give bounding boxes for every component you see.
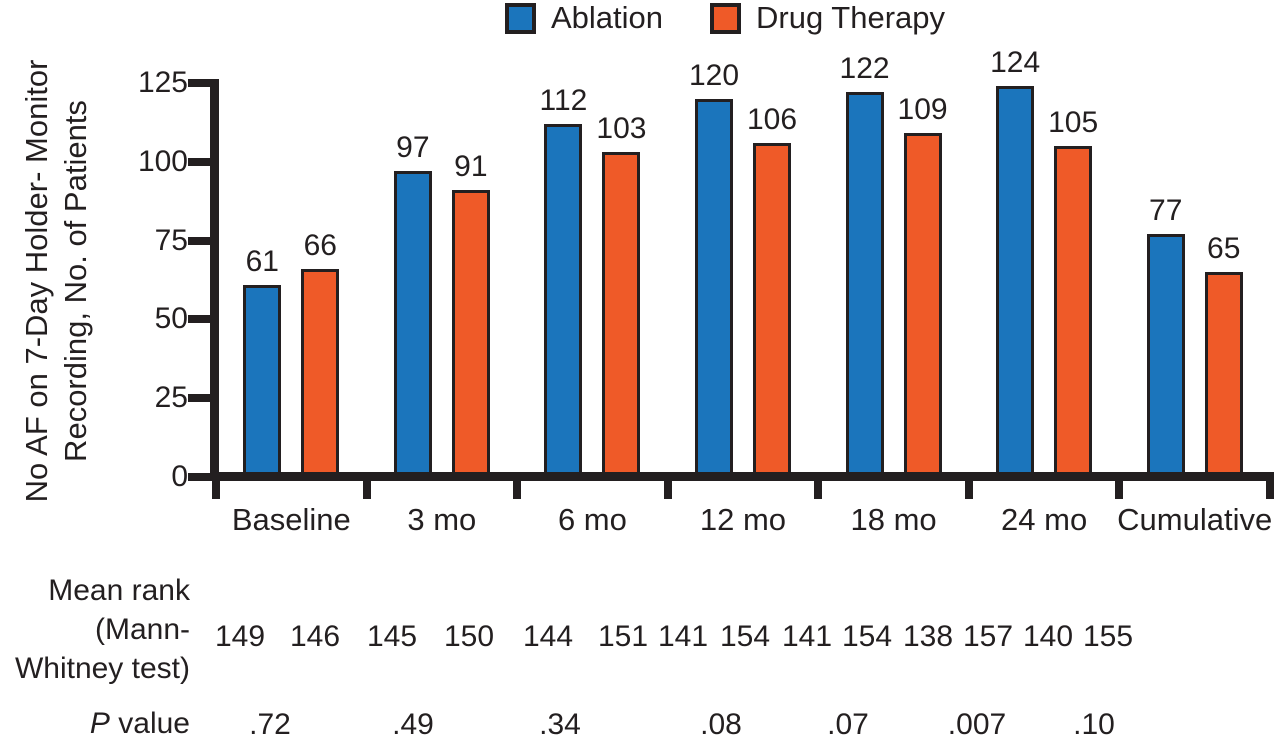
legend-item-drug-therapy: Drug Therapy [710, 0, 945, 36]
mean-rank-ablation-6-mo: 144 [522, 620, 574, 653]
x-boundary-tick-4 [814, 481, 823, 499]
bar-value-label-ablation-cumulative: 77 [1149, 194, 1183, 228]
y-tick-75 [188, 236, 212, 245]
bar-value-label-drug-therapy-24-mo: 105 [1048, 106, 1099, 140]
p-value-cumulative: .10 [1073, 708, 1115, 738]
bar-ablation-12-mo [694, 98, 733, 481]
bar-drug-therapy-18-mo [903, 133, 942, 481]
bar-value-label-ablation-12-mo: 120 [688, 58, 740, 92]
p-value-label-italic-p: P [89, 707, 110, 738]
y-tick-125 [188, 79, 212, 87]
x-boundary-tick-1 [362, 481, 371, 499]
legend-swatch-ablation [505, 2, 536, 34]
bar-ablation-18-mo [845, 92, 884, 481]
y-tick-label-100: 100 [137, 144, 188, 178]
mean-rank-drug-therapy-3-mo: 150 [443, 620, 495, 653]
y-axis-title: No AF on 7-Day Holder- Monitor Recording… [17, 0, 95, 581]
mean-rank-drug-therapy-24-mo: 157 [962, 620, 1014, 653]
mean-rank-ablation-cumulative: 140 [1022, 620, 1074, 653]
bar-value-label-drug-therapy-6-mo: 103 [596, 112, 647, 146]
p-value-12-mo: .08 [700, 708, 742, 738]
mean-rank-label-line2: (Mann- [94, 613, 190, 646]
x-category-label-6-mo: 6 mo [557, 502, 627, 537]
y-tick-label-75: 75 [154, 223, 188, 257]
mean-rank-label-line1: Mean rank [48, 574, 190, 607]
bar-value-label-ablation-6-mo: 112 [539, 83, 588, 117]
p-value-24-mo: .007 [947, 708, 1007, 738]
mean-rank-ablation-18-mo: 141 [781, 620, 833, 653]
legend-item-ablation: Ablation [505, 0, 663, 36]
bar-drug-therapy-24-mo [1054, 146, 1093, 481]
mean-rank-label-line3: Whitney test) [14, 652, 190, 685]
p-value-3-mo: .49 [392, 708, 434, 738]
p-value-6-mo: .34 [539, 708, 581, 738]
bar-ablation-6-mo [544, 123, 583, 481]
mean-rank-drug-therapy-baseline: 146 [289, 620, 341, 653]
bar-value-label-ablation-baseline: 61 [245, 244, 279, 278]
y-axis-line [210, 79, 219, 481]
p-value-row-label: P value [0, 707, 190, 738]
x-boundary-tick-5 [964, 481, 973, 499]
bar-drug-therapy-cumulative [1204, 272, 1243, 481]
bar-value-label-ablation-18-mo: 122 [839, 52, 890, 86]
mean-rank-ablation-24-mo: 138 [902, 620, 954, 653]
x-boundary-tick-3 [663, 481, 672, 499]
y-tick-label-0: 0 [171, 460, 188, 493]
x-boundary-tick-0 [212, 481, 220, 499]
y-tick-25 [188, 394, 212, 403]
y-axis-title-line1: No AF on 7-Day Holder- Monitor [19, 59, 54, 503]
mean-rank-drug-therapy-6-mo: 151 [597, 620, 649, 653]
bar-ablation-cumulative [1146, 234, 1185, 481]
chart-legend: Ablation Drug Therapy [505, 0, 945, 36]
bar-drug-therapy-12-mo [752, 142, 791, 481]
y-tick-label-125: 125 [137, 66, 188, 99]
x-category-label-3-mo: 3 mo [407, 502, 477, 537]
bar-value-label-drug-therapy-12-mo: 106 [746, 102, 798, 136]
mean-rank-drug-therapy-cumulative: 155 [1082, 620, 1134, 653]
mean-rank-ablation-12-mo: 141 [657, 620, 709, 653]
x-boundary-tick-7 [1265, 481, 1274, 499]
mean-rank-ablation-3-mo: 145 [366, 620, 418, 653]
bar-drug-therapy-baseline [301, 268, 340, 481]
bar-ablation-3-mo [393, 171, 432, 481]
bar-value-label-drug-therapy-baseline: 66 [303, 228, 337, 262]
mean-rank-row-label: Mean rank (Mann- Whitney test) [0, 571, 190, 688]
mean-rank-drug-therapy-18-mo: 154 [841, 620, 893, 653]
legend-swatch-drug-therapy [710, 2, 742, 34]
bar-ablation-baseline [243, 284, 282, 481]
bar-value-label-drug-therapy-18-mo: 109 [897, 93, 948, 127]
bar-value-label-ablation-3-mo: 97 [396, 131, 430, 165]
p-value-label-rest: value [109, 707, 190, 738]
bar-value-label-drug-therapy-cumulative: 65 [1207, 232, 1241, 266]
y-tick-0 [188, 473, 212, 481]
y-tick-50 [188, 315, 212, 324]
mean-rank-drug-therapy-12-mo: 154 [719, 620, 771, 653]
bar-value-label-ablation-24-mo: 124 [990, 46, 1041, 80]
x-boundary-tick-6 [1115, 481, 1124, 499]
p-value-18-mo: .07 [827, 708, 869, 738]
x-category-label-12-mo: 12 mo [699, 502, 787, 537]
bar-drug-therapy-3-mo [451, 190, 490, 481]
y-tick-label-50: 50 [154, 302, 188, 336]
x-category-label-baseline: Baseline [231, 502, 351, 537]
x-category-label-cumulative: Cumulative [1117, 502, 1273, 537]
y-tick-100 [188, 157, 212, 166]
y-axis-title-line2: Recording, No. of Patients [58, 100, 93, 462]
bar-value-label-drug-therapy-3-mo: 91 [454, 150, 488, 184]
legend-label-ablation: Ablation [551, 0, 664, 35]
p-value-baseline: .72 [249, 708, 291, 738]
bar-drug-therapy-6-mo [602, 152, 641, 481]
x-category-label-24-mo: 24 mo [1001, 502, 1088, 537]
y-tick-label-25: 25 [154, 381, 188, 415]
legend-label-drug-therapy: Drug Therapy [756, 0, 945, 35]
bar-ablation-24-mo [996, 86, 1035, 481]
mean-rank-ablation-baseline: 149 [214, 620, 266, 653]
x-boundary-tick-2 [513, 481, 522, 499]
x-category-label-18-mo: 18 mo [850, 502, 937, 537]
x-axis-line [210, 472, 1274, 481]
